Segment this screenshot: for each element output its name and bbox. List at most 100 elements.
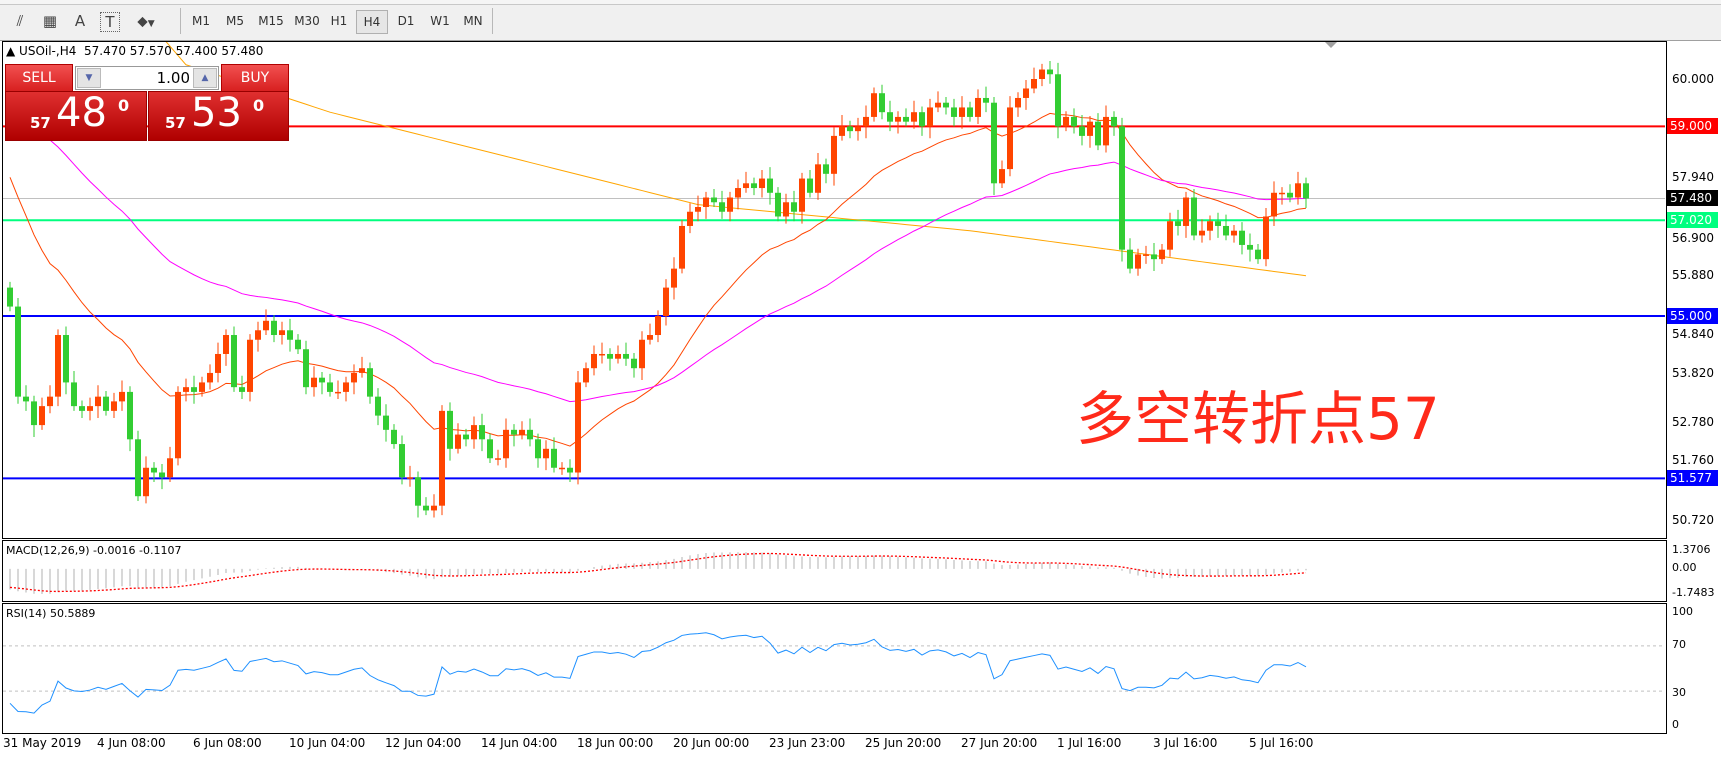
rsi-tick: 70: [1672, 638, 1686, 651]
candle: [975, 89, 981, 125]
candle-body: [271, 320, 277, 336]
candle-body: [63, 335, 69, 383]
candle-body: [263, 320, 269, 331]
lot-size-input[interactable]: ▼ 1.00 ▲: [75, 66, 219, 90]
candle: [511, 424, 517, 447]
timeframe-m1[interactable]: M1: [192, 14, 210, 28]
candle: [351, 364, 357, 395]
text-icon[interactable]: A: [74, 12, 86, 30]
buy-price-box[interactable]: 57 53 0: [148, 91, 289, 141]
candle-body: [1303, 183, 1309, 199]
candle-body: [207, 372, 213, 383]
candle-body: [607, 353, 613, 359]
candle-body: [1143, 254, 1149, 256]
candle: [143, 456, 149, 504]
candle: [1031, 67, 1037, 94]
toolbar-separator: [180, 8, 181, 34]
candle-body: [1031, 79, 1037, 89]
ma-slow-line: [165, 42, 1307, 277]
candle: [239, 375, 245, 400]
candle: [951, 98, 957, 127]
toolbar: ⫽ ▦ A T ⬥▼ M1 M5 M15 M30 H1 H4 D1 W1 MN: [0, 0, 1721, 41]
candle: [711, 188, 717, 208]
candle: [103, 390, 109, 416]
rsi-panel[interactable]: [2, 603, 1667, 734]
candle-body: [591, 353, 597, 369]
timeframe-h1[interactable]: H1: [330, 14, 348, 28]
candle-body: [479, 425, 485, 440]
candle: [271, 315, 277, 343]
sell-price-box[interactable]: 57 48 0: [5, 91, 147, 141]
candle-body: [663, 287, 669, 317]
candle-body: [95, 396, 101, 407]
text-label-icon[interactable]: T: [100, 12, 120, 32]
candle: [895, 111, 901, 134]
candle-body: [887, 112, 893, 122]
timeframe-m30[interactable]: M30: [294, 14, 320, 28]
candle-body: [47, 396, 53, 407]
candle: [655, 310, 661, 343]
macd-panel[interactable]: [2, 540, 1667, 602]
candle: [911, 100, 917, 129]
candle-body: [119, 391, 125, 402]
level-label-55: 55.000: [1667, 308, 1718, 324]
candle-body: [39, 406, 45, 426]
candle-body: [1023, 88, 1029, 98]
candle-body: [999, 169, 1005, 184]
candle-body: [879, 93, 885, 113]
candle: [791, 190, 797, 222]
candle-body: [1183, 197, 1189, 226]
candle-body: [743, 183, 749, 189]
timeframe-mn[interactable]: MN: [463, 14, 483, 28]
arrows-icon[interactable]: ⬥▼: [134, 10, 158, 32]
candle-body: [495, 458, 501, 460]
lot-decrease-icon[interactable]: ▼: [77, 68, 101, 88]
candle-body: [71, 382, 77, 407]
macd-signal-line: [9, 552, 1307, 593]
candle-body: [1159, 249, 1165, 260]
timeframe-d1[interactable]: D1: [397, 14, 415, 28]
candle-body: [175, 391, 181, 459]
fibonacci-icon[interactable]: ▦: [42, 12, 58, 30]
candle-body: [1223, 225, 1229, 236]
candle: [1087, 115, 1093, 148]
candle-body: [951, 107, 957, 117]
candle: [759, 170, 765, 198]
sell-price-fraction: 0: [118, 96, 130, 115]
candle: [23, 385, 29, 411]
candle-body: [1151, 254, 1157, 260]
candle-body: [439, 410, 445, 506]
candle-body: [1071, 116, 1077, 127]
candle: [719, 190, 725, 219]
candle-body: [79, 406, 85, 411]
candle: [919, 106, 925, 136]
candle-body: [831, 135, 837, 174]
sell-button[interactable]: SELL: [5, 64, 73, 92]
candle-body: [1215, 221, 1221, 226]
candle: [1303, 177, 1309, 208]
timeframe-m5[interactable]: M5: [226, 14, 244, 28]
timeframe-m15[interactable]: M15: [258, 14, 284, 28]
time-label: 20 Jun 00:00: [673, 736, 750, 750]
candle-body: [839, 126, 845, 136]
candle-body: [223, 335, 229, 354]
candle-body: [815, 164, 821, 193]
candle-body: [1135, 254, 1141, 269]
timeframe-w1[interactable]: W1: [430, 14, 450, 28]
candle: [799, 172, 805, 224]
time-label: 3 Jul 16:00: [1153, 736, 1218, 750]
candle-body: [399, 444, 405, 478]
lot-value[interactable]: 1.00: [156, 69, 190, 87]
lot-increase-icon[interactable]: ▲: [193, 68, 217, 88]
elliott-wave-icon[interactable]: ⫽: [16, 12, 24, 30]
candle: [335, 380, 341, 400]
candle-body: [711, 197, 717, 203]
buy-button[interactable]: BUY: [221, 64, 289, 92]
candle: [671, 257, 677, 300]
candle-body: [1015, 97, 1021, 108]
candle-body: [7, 287, 13, 307]
collapse-triangle-icon[interactable]: ▲: [6, 44, 20, 58]
candle-body: [1199, 230, 1205, 236]
timeframe-h4[interactable]: H4: [356, 10, 388, 34]
candle: [151, 462, 157, 482]
